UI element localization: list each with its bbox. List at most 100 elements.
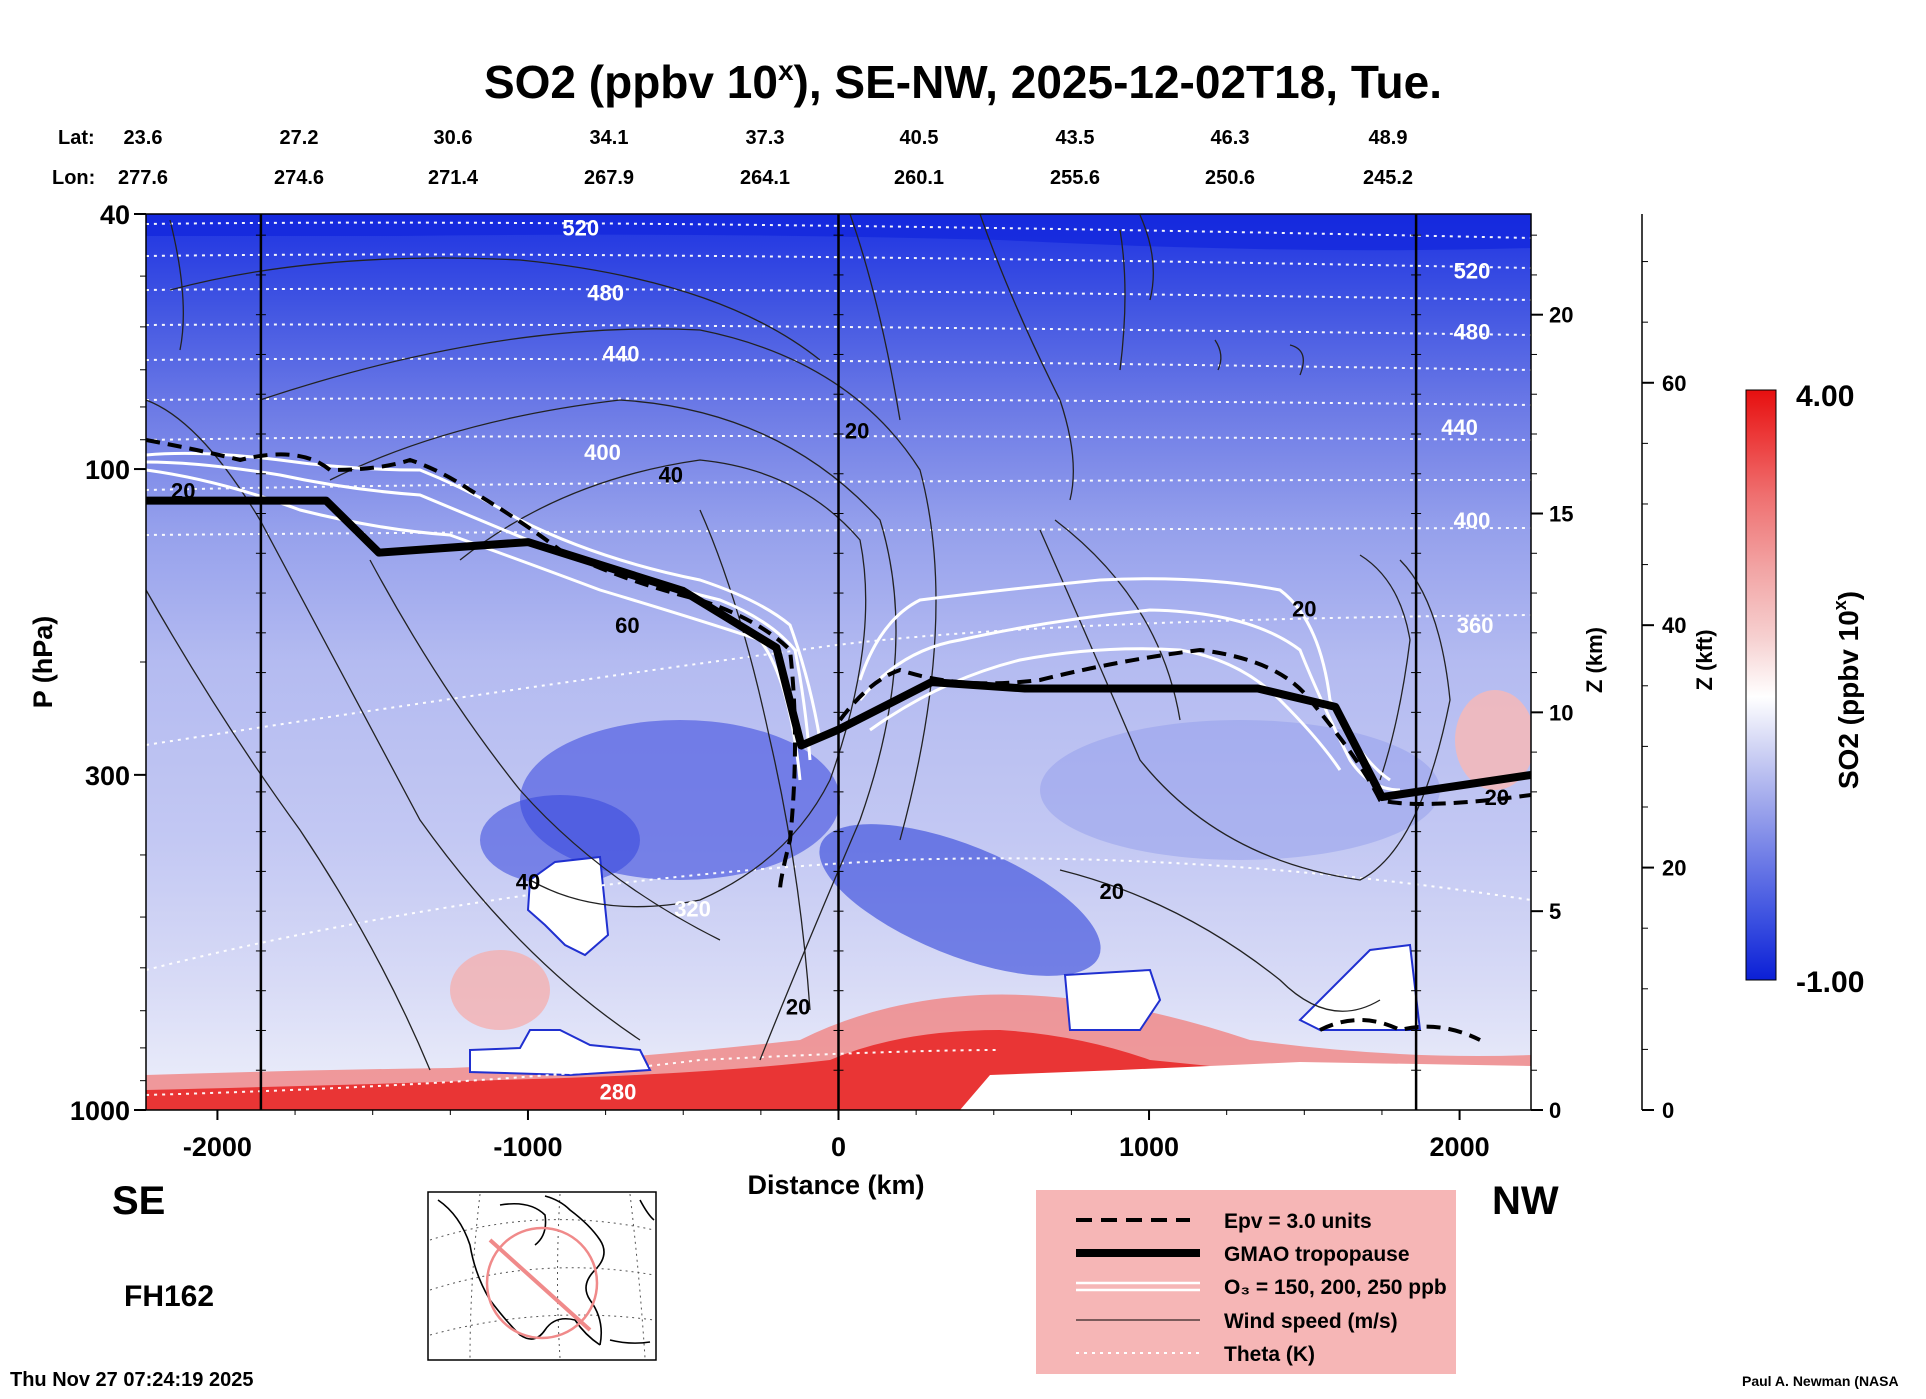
z-kft-tick-label: 20	[1662, 856, 1686, 881]
vertical-markers	[255, 214, 1422, 1111]
lat-lon-values: 23.6 27.2 30.6 34.1 37.3 40.5 43.5 46.3 48.9 277.…	[118, 127, 1413, 189]
heatmap-field: 520 480 440 400 520 480 440 400 360 320 280 20 40 60…	[146, 214, 1531, 1110]
theta-label: 440	[1441, 415, 1478, 440]
inset-transect-line	[488, 1238, 592, 1332]
lat-value: 30.6	[434, 127, 473, 149]
x-tick-label: 1000	[1119, 1132, 1179, 1162]
legend-tropopause-label: GMAO tropopause	[1224, 1243, 1410, 1266]
colorbar: 4.00 -1.00 SO2 (ppbv 10x)	[1745, 380, 1864, 999]
lon-value: 267.9	[584, 167, 634, 189]
colorbar-gradient	[1745, 389, 1777, 981]
x-axis-title: Distance (km)	[747, 1170, 924, 1200]
lat-value: 46.3	[1211, 127, 1250, 149]
chart-title: SO2 (ppbv 10x), SE-NW, 2025-12-02T18, Tu…	[484, 55, 1442, 108]
wind-speed-label: 20	[1100, 879, 1124, 904]
timestamp: Thu Nov 27 07:24:19 2025	[10, 1369, 253, 1391]
colorbar-title: SO2 (ppbv 10x)	[1830, 591, 1864, 789]
wind-speed-label: 20	[1485, 785, 1509, 810]
p-tick-label: 300	[85, 761, 130, 791]
p-tick-label: 1000	[70, 1096, 130, 1126]
lat-value: 23.6	[124, 127, 163, 149]
lon-value: 264.1	[740, 167, 790, 189]
z-kft-tick-label: 60	[1662, 371, 1686, 396]
mask-blob-3	[1063, 968, 1162, 1031]
theta-label: 400	[1454, 508, 1491, 533]
wind-speed-label: 40	[516, 869, 540, 894]
wind-speed-label: 20	[1292, 596, 1316, 621]
z-km-tick-label: 20	[1549, 303, 1573, 328]
lon-value: 245.2	[1363, 167, 1413, 189]
theta-label: 320	[674, 897, 711, 922]
legend-ozone-label: O₃ = 150, 200, 250 ppb	[1224, 1276, 1447, 1299]
lon-value: 274.6	[274, 167, 324, 189]
theta-label: 400	[584, 440, 621, 465]
forecast-hour: FH162	[124, 1280, 214, 1313]
wind-speed-label: 60	[615, 613, 639, 638]
z-km-axis-title: Z (km)	[1582, 627, 1607, 693]
legend: Epv = 3.0 units GMAO tropopause O₃ = 150…	[1036, 1190, 1456, 1374]
pressure-axis: 40 100 300 1000	[70, 200, 146, 1126]
x-tick-label: -2000	[183, 1132, 252, 1162]
theta-label: 280	[600, 1079, 637, 1104]
x-tick-label: 2000	[1430, 1132, 1490, 1162]
direction-se: SE	[112, 1179, 165, 1223]
lon-value: 255.6	[1050, 167, 1100, 189]
red-patch-low	[450, 950, 550, 1030]
y-axis-title: P (hPa)	[28, 616, 58, 709]
z-km-axis: 0 5 10 15 20	[1531, 234, 1573, 1123]
theta-label: 520	[1454, 258, 1491, 283]
terrain-mask	[960, 1062, 1531, 1110]
lat-value: 48.9	[1369, 127, 1408, 149]
tropopause-line	[146, 496, 1531, 802]
lat-value: 34.1	[590, 127, 629, 149]
lat-value: 43.5	[1056, 127, 1095, 149]
lat-value: 27.2	[280, 127, 319, 149]
lon-value: 271.4	[428, 167, 479, 189]
lon-label: Lon:	[52, 167, 95, 189]
p-tick-label: 40	[100, 200, 130, 230]
lon-value: 277.6	[118, 167, 168, 189]
z-kft-axis-title: Z (kft)	[1692, 629, 1717, 690]
lon-value: 260.1	[894, 167, 944, 189]
theta-label: 360	[1457, 613, 1494, 638]
wind-speed-label: 20	[786, 995, 810, 1020]
z-kft-tick-label: 40	[1662, 613, 1686, 638]
colorbar-min-label: -1.00	[1796, 966, 1864, 999]
theta-label: 480	[587, 280, 624, 305]
x-tick-label: -1000	[493, 1132, 562, 1162]
inset-range-circle	[485, 1226, 599, 1340]
mask-blob-2	[469, 1029, 652, 1077]
lat-label: Lat:	[58, 127, 95, 149]
z-km-tick-label: 0	[1549, 1098, 1561, 1123]
lat-value: 37.3	[746, 127, 785, 149]
wind-speed-label: 20	[845, 418, 869, 443]
z-km-tick-label: 15	[1549, 502, 1573, 527]
blue-patch-center	[819, 824, 1101, 976]
wind-speed-label: 20	[171, 478, 195, 503]
lon-value: 250.6	[1205, 167, 1255, 189]
direction-nw: NW	[1492, 1179, 1559, 1223]
legend-wind-label: Wind speed (m/s)	[1224, 1310, 1398, 1333]
legend-epv-label: Epv = 3.0 units	[1224, 1210, 1372, 1233]
lat-value: 40.5	[900, 127, 939, 149]
blue-patch-nw	[1040, 720, 1440, 860]
x-tick-label: 0	[831, 1132, 846, 1162]
x-axis: -2000 -1000 0 1000 2000	[183, 1110, 1490, 1162]
z-km-tick-label: 10	[1549, 700, 1573, 725]
credit: Paul A. Newman (NASA	[1742, 1373, 1899, 1389]
theta-label: 520	[562, 216, 599, 241]
theta-label: 440	[603, 341, 640, 366]
z-kft-tick-label: 0	[1662, 1098, 1674, 1123]
mask-blob-1	[526, 855, 610, 957]
wind-labels: 20 40 60 40 20 20 20 20 20	[171, 418, 1509, 1019]
z-km-tick-label: 5	[1549, 899, 1561, 924]
red-patch-nw	[1455, 690, 1531, 790]
theta-label: 480	[1454, 319, 1491, 344]
inset-map	[427, 1191, 657, 1361]
colorbar-max-label: 4.00	[1796, 380, 1854, 413]
p-tick-label: 100	[85, 455, 130, 485]
wind-speed-label: 40	[659, 463, 683, 488]
theta-labels: 520 480 440 400 520 480 440 400 360 320 280	[562, 216, 1493, 1105]
